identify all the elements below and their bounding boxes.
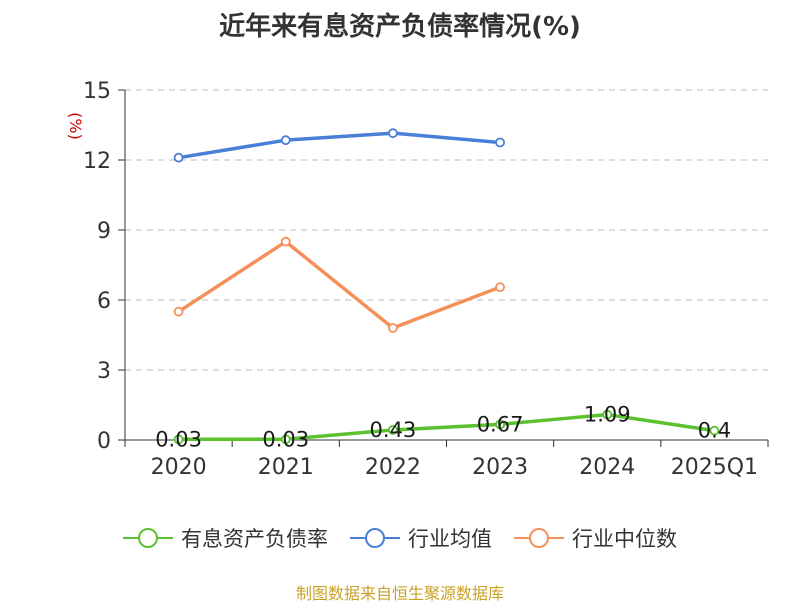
data-point-2	[173, 306, 184, 317]
data-point-1	[280, 135, 291, 146]
x-tick-label: 2023	[472, 455, 528, 480]
x-tick-label: 2024	[579, 455, 635, 480]
series-line-1	[176, 131, 502, 160]
x-tick-label: 2025Q1	[671, 455, 758, 480]
legend-item-debt-ratio[interactable]: 有息资产负债率	[123, 523, 328, 553]
legend-marker-industry-median	[514, 528, 564, 548]
y-tick-label: 0	[97, 429, 111, 454]
series-line-2	[176, 239, 502, 330]
x-tick-label: 2022	[365, 455, 421, 480]
legend-label-debt-ratio: 有息资产负债率	[181, 527, 328, 551]
chart-title: 近年来有息资产负债率情况(%)	[219, 12, 581, 42]
data-label: 1.09	[584, 403, 631, 427]
y-tick-label: 12	[83, 149, 111, 174]
data-point-0	[495, 419, 505, 430]
legend-label-industry-mean: 行业均值	[408, 527, 492, 551]
data-point-0	[709, 425, 720, 436]
y-tick-label: 3	[97, 359, 111, 384]
legend-marker-debt-ratio	[123, 528, 173, 548]
data-point-0	[280, 434, 291, 445]
data-point-0	[173, 434, 184, 445]
y-tick-label: 15	[83, 79, 111, 104]
data-label: 0.03	[155, 427, 202, 451]
series-line-0	[176, 412, 717, 442]
data-label: 0.67	[477, 412, 524, 436]
data-point-2	[495, 282, 505, 293]
legend-label-industry-median: 行业中位数	[572, 527, 677, 551]
data-point-0	[388, 425, 398, 435]
data-point-2	[388, 323, 398, 333]
source-note: 制图数据来自恒生聚源数据库	[295, 584, 504, 603]
x-tick-label: 2021	[258, 455, 314, 480]
data-point-1	[495, 137, 505, 148]
data-point-0	[602, 409, 613, 420]
legend-marker-industry-mean	[350, 528, 400, 548]
data-label: 0.43	[370, 418, 417, 442]
data-point-2	[280, 236, 291, 247]
data-label: 0.03	[262, 427, 309, 451]
data-point-1	[173, 152, 184, 163]
y-tick-label: 6	[97, 289, 111, 314]
data-point-1	[388, 128, 398, 139]
data-label: 0.4	[698, 419, 731, 443]
legend-item-industry-median[interactable]: 行业中位数	[514, 523, 677, 553]
legend-item-industry-mean[interactable]: 行业均值	[350, 523, 492, 553]
chart-legend: 有息资产负债率 行业均值 行业中位数	[0, 520, 800, 556]
y-tick-label: 9	[97, 219, 111, 244]
y-axis-label: (%)	[66, 112, 85, 140]
x-tick-label: 2020	[151, 455, 207, 480]
